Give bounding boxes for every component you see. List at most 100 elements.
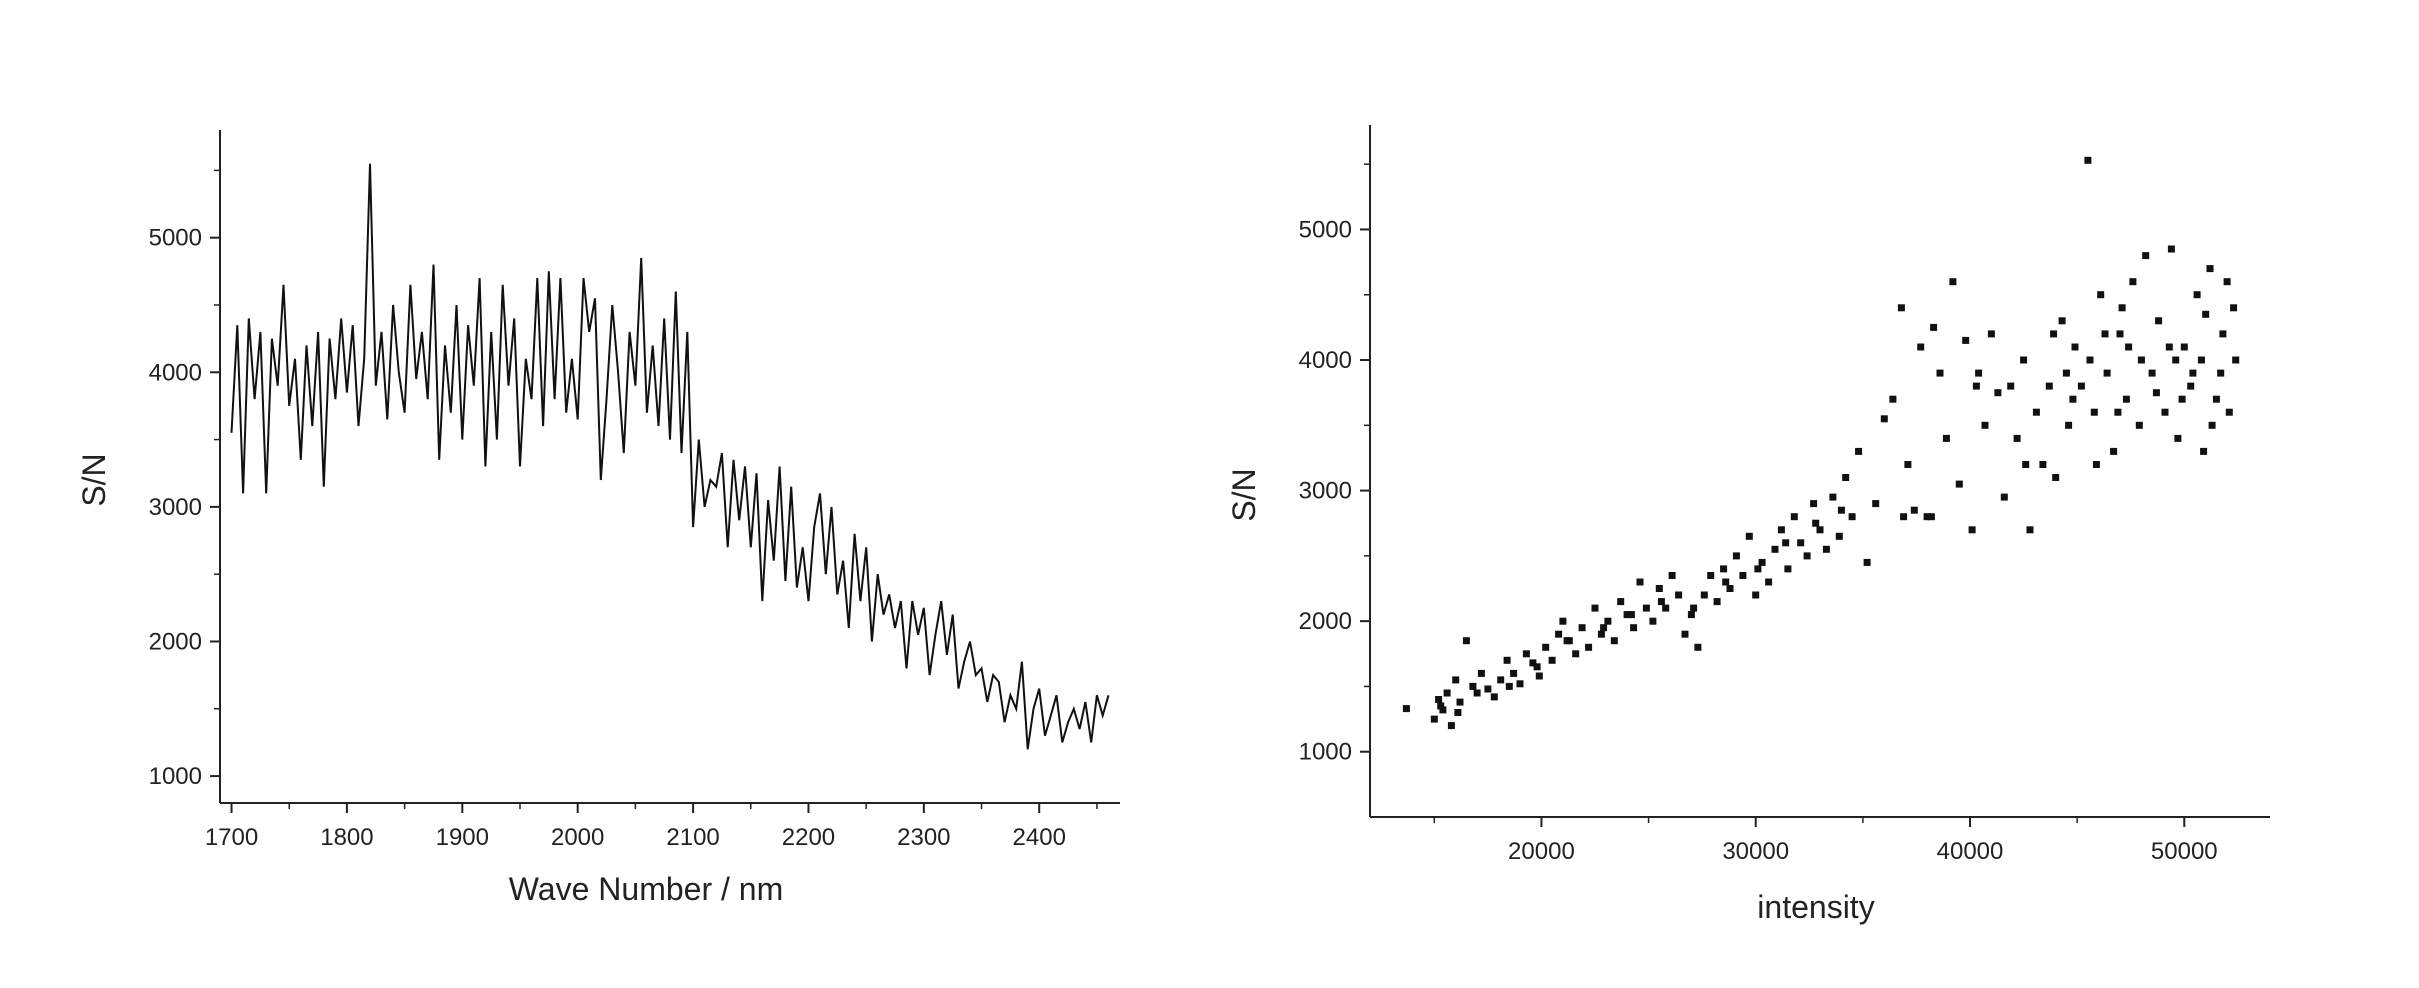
scatter-point <box>2110 447 2118 455</box>
scatter-point <box>1752 591 1760 599</box>
scatter-point <box>2200 447 2208 455</box>
scatter-point <box>1745 532 1753 540</box>
scatter-point <box>1962 336 1970 344</box>
scatter-point <box>1533 663 1541 671</box>
scatter-point <box>1591 604 1599 612</box>
line-chart-x-tick-label: 1700 <box>205 824 258 851</box>
scatter-chart-y-tick-label: 2000 <box>1299 608 1352 635</box>
scatter-point <box>1497 676 1505 684</box>
line-chart-y-tick-label: 2000 <box>149 628 202 655</box>
line-chart-y-tick-label: 4000 <box>149 359 202 386</box>
scatter-point <box>1604 617 1612 625</box>
scatter-point <box>1675 591 1683 599</box>
scatter-point <box>1636 578 1644 586</box>
scatter-chart-x-tick-label: 30000 <box>1722 838 1789 865</box>
scatter-point <box>1927 513 1935 521</box>
scatter-point <box>1477 669 1485 677</box>
scatter-point <box>2097 291 2105 299</box>
scatter-point <box>1447 722 1455 730</box>
scatter-point <box>2050 330 2058 338</box>
scatter-point <box>1816 526 1824 534</box>
scatter-point <box>2000 493 2008 501</box>
scatter-point <box>1687 611 1695 619</box>
scatter-point <box>1987 330 1995 338</box>
scatter-point <box>1430 715 1438 723</box>
scatter-point <box>1803 552 1811 560</box>
scatter-point <box>2172 356 2180 364</box>
scatter-point <box>1559 617 1567 625</box>
scatter-point <box>1930 323 1938 331</box>
scatter-point <box>1452 676 1460 684</box>
scatter-point <box>2039 461 2047 468</box>
scatter-point <box>2058 317 2066 325</box>
scatter-point <box>1510 669 1518 677</box>
scatter-point <box>2129 278 2137 286</box>
line-chart-x-axis-title: Wave Number / nm <box>509 871 783 907</box>
scatter-point <box>1949 278 1957 286</box>
scatter-point <box>2116 330 2124 338</box>
scatter-point <box>1529 659 1537 667</box>
scatter-point <box>2013 434 2021 442</box>
scatter-point <box>1572 650 1580 658</box>
scatter-point <box>2092 461 2100 468</box>
scatter-point <box>1923 513 1931 521</box>
scatter-point <box>1439 706 1447 714</box>
scatter-point <box>1936 369 1944 377</box>
scatter-point <box>1975 369 1983 377</box>
scatter-point <box>2077 382 2085 390</box>
scatter-chart-points <box>1402 156 2240 730</box>
scatter-point <box>2065 421 2073 429</box>
scatter-point <box>1897 304 1905 312</box>
scatter-point <box>2032 408 2040 416</box>
scatter-point <box>2118 304 2126 312</box>
scatter-point <box>1777 526 1785 534</box>
scatter-point <box>2062 369 2070 377</box>
line-chart-y-tick-label: 5000 <box>149 225 202 252</box>
line-chart-x-tick-label: 2000 <box>551 824 604 851</box>
scatter-point <box>1848 513 1856 521</box>
scatter-point <box>2007 382 2015 390</box>
line-chart-x-tick-label: 2300 <box>897 824 950 851</box>
scatter-point <box>1968 526 1976 534</box>
scatter-point <box>2161 408 2169 416</box>
scatter-point <box>2217 369 2225 377</box>
scatter-point <box>2022 461 2030 468</box>
scatter-point <box>2135 421 2143 429</box>
scatter-point <box>2084 156 2092 164</box>
scatter-point <box>2187 382 2195 390</box>
line-chart-series-line <box>230 163 1110 750</box>
scatter-point <box>1630 624 1638 632</box>
scatter-point <box>1548 656 1556 664</box>
scatter-point <box>2189 369 2197 377</box>
scatter-point <box>1889 395 1897 403</box>
scatter-point <box>2103 369 2111 377</box>
line-chart-x-tick-label: 1900 <box>436 824 489 851</box>
scatter-point <box>1516 680 1524 688</box>
scatter-point <box>1469 682 1477 690</box>
scatter-point <box>1790 513 1798 521</box>
scatter-point <box>2180 343 2188 351</box>
scatter-point <box>1600 624 1608 632</box>
scatter-point <box>1765 578 1773 586</box>
scatter-point <box>1555 630 1563 638</box>
scatter-point <box>1668 572 1676 579</box>
scatter-point <box>1542 643 1550 651</box>
scatter-point <box>2225 408 2233 416</box>
scatter-point <box>1522 650 1530 658</box>
scatter-point <box>1994 389 2002 397</box>
scatter-point <box>2208 421 2216 429</box>
scatter-chart-x-axis-title: intensity <box>1757 889 1874 925</box>
scatter-point <box>1700 591 1708 599</box>
scatter-point <box>1505 682 1513 690</box>
scatter-point <box>1942 434 1950 442</box>
line-chart-x-tick-label: 1800 <box>320 824 373 851</box>
scatter-point <box>1597 630 1605 638</box>
scatter-point <box>1917 343 1925 351</box>
scatter-point <box>1617 598 1625 606</box>
line-chart-y-axis-title: S/N <box>76 453 112 506</box>
scatter-point <box>1473 689 1481 697</box>
scatter-point <box>2137 356 2145 364</box>
line-chart-y-tick-label: 1000 <box>149 763 202 790</box>
scatter-point <box>2148 369 2156 377</box>
scatter-point <box>2026 526 2034 534</box>
